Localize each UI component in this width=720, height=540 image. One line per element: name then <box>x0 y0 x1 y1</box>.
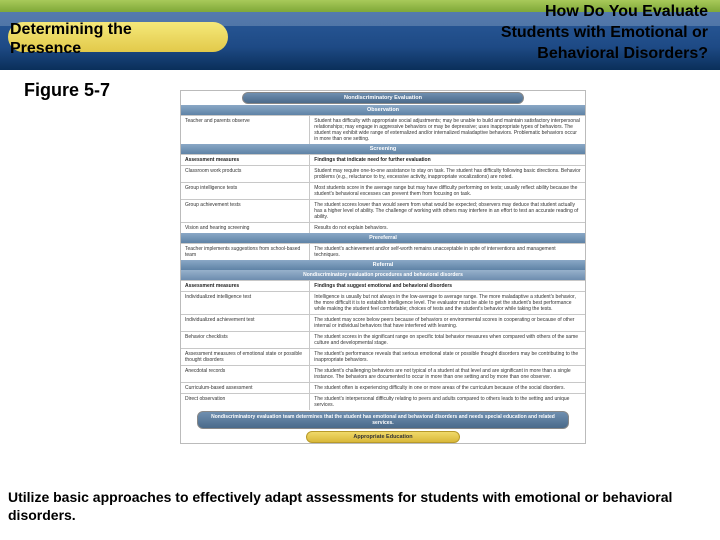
cell-left: Assessment measures of emotional state o… <box>181 349 310 365</box>
table-row: Classroom work productsStudent may requi… <box>181 165 585 182</box>
table-row: Individualized achievement testThe stude… <box>181 314 585 331</box>
evaluation-flowchart: Nondiscriminatory Evaluation Observation… <box>180 90 586 444</box>
table-row: Teacher implements suggestions from scho… <box>181 243 585 260</box>
table-row: Behavior checklistsThe student scores in… <box>181 331 585 348</box>
cell-left: Behavior checklists <box>181 332 310 348</box>
left-title: Determining the Presence <box>10 20 132 58</box>
cell-left: Assessment measures <box>181 281 310 291</box>
cell-right: Student has difficulty with appropriate … <box>310 116 585 144</box>
table-row: Direct observationThe student's interper… <box>181 393 585 410</box>
cell-right: Findings that suggest emotional and beha… <box>310 281 585 291</box>
cell-left: Group achievement tests <box>181 200 310 222</box>
left-title-line2: Presence <box>10 40 81 57</box>
chart-band-top: Nondiscriminatory Evaluation <box>242 92 525 104</box>
footer-text: Utilize basic approaches to effectively … <box>8 488 712 524</box>
cell-right: The student's performance reveals that s… <box>310 349 585 365</box>
table-row-header: Assessment measures Findings that indica… <box>181 154 585 165</box>
cell-right: The student may score below peers becaus… <box>310 315 585 331</box>
cell-right: The student's achievement and/or self-wo… <box>310 244 585 260</box>
table-row: Assessment measures of emotional state o… <box>181 348 585 365</box>
table-row: Group achievement testsThe student score… <box>181 199 585 222</box>
sec2-title: Screening <box>181 144 585 154</box>
table-row: Curriculum-based assessmentThe student o… <box>181 382 585 393</box>
figure-label: Figure 5-7 <box>24 80 110 101</box>
chart-band-mid: Nondiscriminatory evaluation team determ… <box>197 411 569 429</box>
cell-right: Findings that indicate need for further … <box>310 155 585 165</box>
sec3-title: Prereferral <box>181 233 585 243</box>
right-title: How Do You Evaluate Students with Emotio… <box>501 2 708 64</box>
cell-right: Student may require one-to-one assistanc… <box>310 166 585 182</box>
cell-right: The student scores in the significant ra… <box>310 332 585 348</box>
right-title-line2: Students with Emotional or <box>501 24 708 41</box>
table-row: Anecdotal recordsThe student's challengi… <box>181 365 585 382</box>
cell-right: Most students score in the average range… <box>310 183 585 199</box>
cell-right: Intelligence is usually but not always i… <box>310 292 585 314</box>
cell-right: The student's challenging behaviors are … <box>310 366 585 382</box>
cell-left: Anecdotal records <box>181 366 310 382</box>
cell-left: Group intelligence tests <box>181 183 310 199</box>
cell-left: Assessment measures <box>181 155 310 165</box>
cell-left: Classroom work products <box>181 166 310 182</box>
right-title-line3: Behavioral Disorders? <box>537 45 708 62</box>
chart-band-bottom: Appropriate Education <box>306 431 460 443</box>
cell-right: The student's interpersonal difficulty r… <box>310 394 585 410</box>
cell-left: Curriculum-based assessment <box>181 383 310 393</box>
table-row-header: Assessment measuresFindings that suggest… <box>181 280 585 291</box>
cell-left: Vision and hearing screening <box>181 223 310 233</box>
table-row: Teacher and parents observe Student has … <box>181 115 585 144</box>
sec4-subtitle: Nondiscriminatory evaluation procedures … <box>181 270 585 280</box>
cell-left: Teacher implements suggestions from scho… <box>181 244 310 260</box>
slide-header: Determining the Presence How Do You Eval… <box>0 0 720 70</box>
left-title-line1: Determining the <box>10 21 132 38</box>
sec1-title: Observation <box>181 105 585 115</box>
cell-left: Individualized intelligence test <box>181 292 310 314</box>
right-title-line1: How Do You Evaluate <box>545 3 708 20</box>
cell-right: Results do not explain behaviors. <box>310 223 585 233</box>
table-row: Group intelligence testsMost students sc… <box>181 182 585 199</box>
sec4-title: Referral <box>181 260 585 270</box>
cell-right: The student scores lower than would seem… <box>310 200 585 222</box>
cell-left: Direct observation <box>181 394 310 410</box>
cell-left: Teacher and parents observe <box>181 116 310 144</box>
table-row: Vision and hearing screeningResults do n… <box>181 222 585 233</box>
table-row: Individualized intelligence testIntellig… <box>181 291 585 314</box>
cell-left: Individualized achievement test <box>181 315 310 331</box>
cell-right: The student often is experiencing diffic… <box>310 383 585 393</box>
